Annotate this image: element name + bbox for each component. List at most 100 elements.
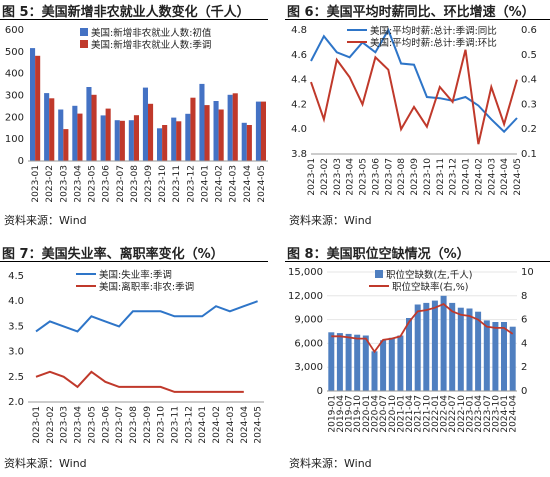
y-tick-label: 500 (5, 47, 24, 58)
bar (171, 117, 177, 161)
chart-title: 图 5：美国新增非农就业人数变化（千人） (2, 5, 250, 20)
chart-title: 图 6：美国平均时薪同比、环比增速（%） (287, 5, 535, 20)
legend-label: 美国:离职率:非农:季调 (99, 281, 194, 293)
bar (30, 48, 36, 161)
x-tick-label: 2023-10 (491, 395, 501, 433)
bar (260, 101, 266, 161)
source-note: 资料来源：Wind (289, 457, 372, 470)
x-tick-label: 2024-05 (257, 165, 267, 203)
x-tick-label: 2023-10 (423, 158, 433, 196)
y-tick-label: 400 (5, 69, 24, 80)
y-tick-label: 4.8 (291, 25, 307, 36)
series-line (331, 303, 514, 354)
bar (431, 300, 438, 391)
x-tick-label: 2023-05 (359, 158, 369, 196)
y-tick-label: 0 (521, 386, 527, 397)
bar (380, 340, 387, 391)
bar (86, 87, 92, 161)
bar (218, 109, 224, 161)
x-tick-label: 2023-10 (157, 406, 167, 444)
y-tick-label: 12,000 (288, 291, 323, 302)
panel-wages: 图 6：美国平均时薪同比、环比增速（%） 3.8 4.0 4.2 4.4 4.6 4.8 0… (285, 0, 550, 235)
series-line (310, 49, 518, 145)
y-tick-label: 0.6 (521, 25, 537, 36)
x-tick-label: 2024-04 (243, 165, 253, 203)
bar (44, 93, 50, 161)
x-tick-label: 2024-03 (226, 406, 236, 444)
x-tick-label: 2024-01 (198, 406, 208, 444)
x-tick-label: 2024-02 (215, 165, 225, 203)
x-tick-label: 2023-11 (172, 165, 182, 203)
x-tick-label: 2023-08 (130, 165, 140, 203)
panel-unemployment: 图 7：美国失业率、离职率变化（%） 2.0 2.5 3.0 3.5 4.0 4.5 202… (0, 242, 275, 477)
y-tick-label: 200 (5, 112, 24, 123)
bar (345, 333, 352, 391)
y-tick-label: 6,000 (294, 338, 323, 349)
bar (49, 98, 55, 161)
openings-chart: 0 3,000 6,000 9,000 12,000 15,000 0 2 4 6 8 10 2019-… (288, 267, 534, 433)
y-tick-label: 6 (521, 315, 527, 326)
y-tick-label: 4.6 (291, 50, 307, 61)
bar (100, 115, 106, 161)
bar (190, 97, 196, 161)
bar (336, 333, 343, 391)
x-tick-label: 2023-04 (74, 406, 84, 444)
legend-swatch (80, 40, 88, 48)
legend-label: 美国:平均时薪:总计:季调:环比 (370, 37, 497, 49)
y-tick-label: 4.5 (8, 271, 24, 282)
bar (91, 94, 97, 161)
bar (232, 93, 238, 161)
x-tick-label: 2023-11 (436, 158, 446, 196)
y-tick-label: 3.8 (291, 149, 307, 160)
y-tick-label: 3.0 (8, 347, 24, 358)
y-tick-label: 0.4 (521, 75, 537, 86)
legend-label: 职位空缺数(左,千人) (386, 269, 472, 281)
y-tick-label: 4 (521, 338, 527, 349)
unemployment-chart: 2.0 2.5 3.0 3.5 4.0 4.5 2023-01 2023-02 2023-03 2… (8, 269, 264, 444)
x-tick-label: 2023-05 (87, 406, 97, 444)
series-line (35, 300, 258, 333)
x-tick-label: 2023-01 (31, 165, 41, 203)
series-line (310, 27, 518, 134)
x-tick-label: 2023-07 (483, 395, 493, 433)
bar (255, 101, 261, 161)
bar (483, 320, 490, 391)
bar (162, 125, 168, 161)
source-note: 资料来源：Wind (4, 457, 87, 470)
y-tick-label: 0.3 (521, 99, 537, 110)
legend-swatch (375, 270, 383, 278)
bar (157, 128, 163, 162)
x-tick-label: 2022-10 (457, 395, 467, 433)
chart-title: 图 7：美国失业率、离职率变化（%） (2, 247, 224, 262)
x-tick-label: 2024-03 (487, 158, 497, 196)
x-tick-label: 2023-01 (466, 395, 476, 433)
wages-chart: 3.8 4.0 4.2 4.4 4.6 4.8 0.1 0.2 0.3 0.4 0.5 0.6 2023… (291, 25, 537, 196)
x-tick-label: 2019-04 (336, 395, 346, 433)
legend-label: 美国:平均时薪:总计:季调:同比 (370, 25, 497, 37)
x-tick-label: 2023-10 (158, 165, 168, 203)
x-tick-label: 2019-10 (353, 395, 363, 433)
y-tick-label: 0.2 (521, 124, 537, 135)
x-tick-label: 2023-07 (384, 158, 394, 196)
bar (423, 302, 430, 391)
x-tick-label: 2020-10 (388, 395, 398, 433)
y-tick-label: 4.0 (291, 124, 307, 135)
x-tick-label: 2024-02 (474, 158, 484, 196)
bar (35, 55, 41, 161)
x-tick-label: 2023-12 (184, 406, 194, 444)
bar (388, 337, 395, 391)
y-tick-label: 0 (317, 386, 323, 397)
x-tick-label: 2023-02 (46, 406, 56, 444)
y-tick-label: 0.5 (521, 50, 537, 61)
panel-openings: 图 8：美国职位空缺情况（%） 0 3,000 6,000 9,000 12,000 15… (285, 242, 550, 477)
y-tick-label: 0.1 (521, 149, 537, 160)
x-tick-label: 2023-12 (449, 158, 459, 196)
x-tick-label: 2024-04 (240, 406, 250, 444)
legend-label: 美国:新增非农就业人数:初值 (91, 27, 212, 39)
y-tick-label: 10 (521, 267, 534, 278)
bar (133, 115, 139, 161)
bar (128, 120, 134, 161)
bar (440, 295, 447, 391)
legend-label: 美国:新增非农就业人数:季调 (91, 39, 211, 51)
x-tick-label: 2024-05 (513, 158, 523, 196)
